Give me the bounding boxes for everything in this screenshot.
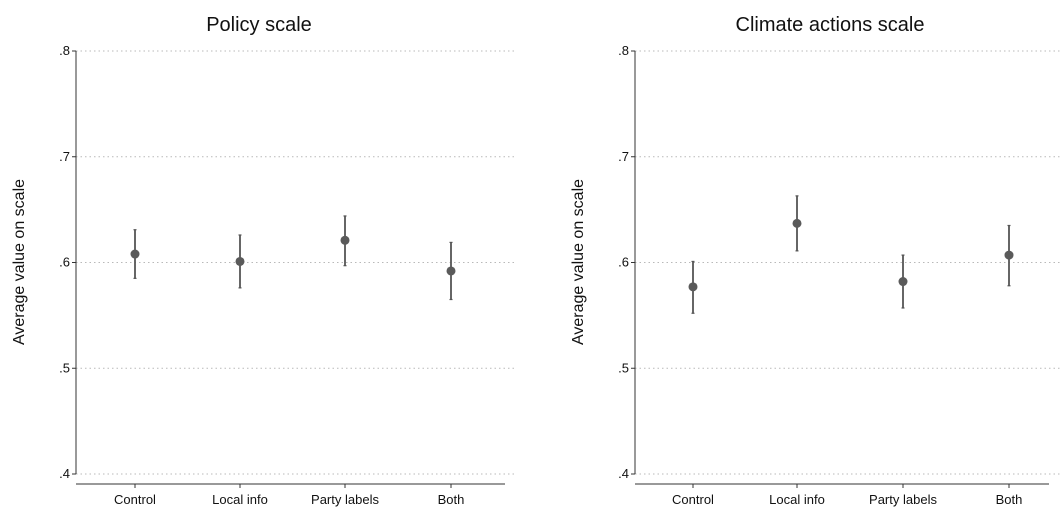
data-point-group [340,215,350,267]
y-tick-label: .8 [618,43,629,58]
data-point [446,266,456,276]
x-category-label: Control [672,492,714,507]
data-point [792,218,802,228]
x-category-label: Both [996,492,1023,507]
chart-title: Policy scale [206,14,312,36]
data-point [340,235,350,245]
gridlines [72,50,517,475]
chart-title: Climate actions scale [736,14,925,36]
x-category-label: Control [114,492,156,507]
data-point-group [792,195,802,252]
data-point [898,277,908,287]
y-tick-labels: .4 .5 .6 .7 .8 [59,43,70,481]
data-point-group [130,229,140,279]
y-tick-label: .5 [59,360,70,375]
y-tick-label: .4 [618,466,629,481]
data-point-group [1004,224,1014,287]
data-point [688,282,698,292]
y-axis-label: Average value on scale [570,179,587,345]
data-point-group [446,241,456,301]
data-point-group [688,260,698,314]
data-point-group [898,254,908,309]
y-tick-labels: .4 .5 .6 .7 .8 [618,43,629,481]
chart-panel-policy: Policy scale Average value on scale .4 .… [11,14,517,507]
y-tick-label: .6 [618,255,629,270]
chart-panel-climate-actions: Climate actions scale Average value on s… [570,14,1061,507]
data-point [130,249,140,259]
gridlines [631,50,1061,475]
x-category-labels: Control Local info Party labels Both [672,492,1022,507]
x-category-label: Party labels [869,492,937,507]
y-axis-label: Average value on scale [11,179,28,345]
y-tick-label: .7 [59,149,70,164]
x-category-label: Both [438,492,465,507]
x-category-label: Party labels [311,492,379,507]
y-tick-label: .8 [59,43,70,58]
x-category-label: Local info [769,492,825,507]
data-point [235,256,245,266]
data-point-group [235,234,245,289]
y-tick-label: .6 [59,255,70,270]
y-tick-label: .7 [618,149,629,164]
x-category-labels: Control Local info Party labels Both [114,492,464,507]
y-tick-label: .5 [618,360,629,375]
y-tick-label: .4 [59,466,70,481]
x-category-label: Local info [212,492,268,507]
data-point [1004,250,1014,260]
